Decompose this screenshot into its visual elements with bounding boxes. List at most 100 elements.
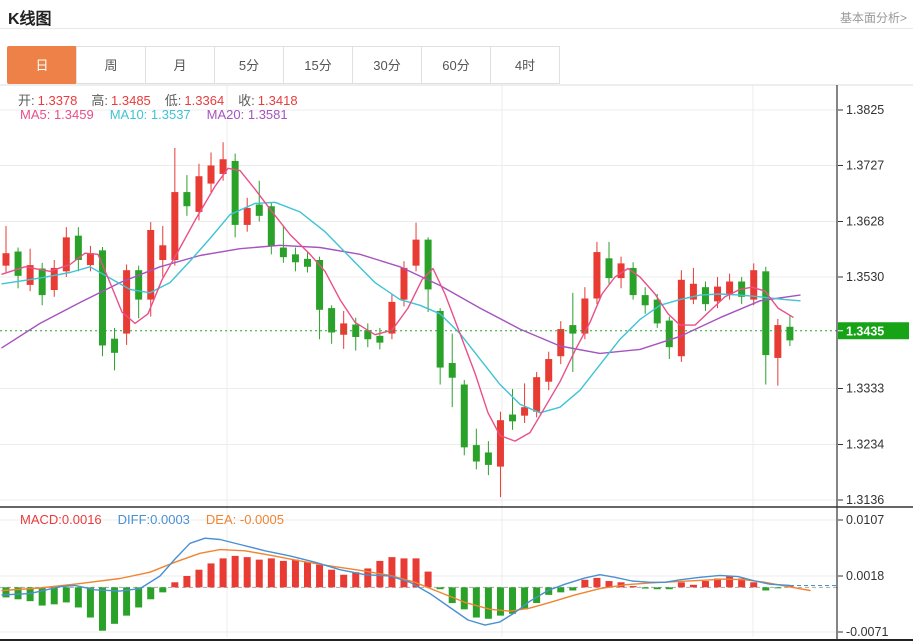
tab-month[interactable]: 月: [145, 46, 215, 84]
candle-body: [424, 239, 432, 290]
macd-bar: [533, 587, 541, 604]
ma10-line: [1, 201, 801, 414]
header-divider: [0, 28, 913, 29]
macd-bar: [255, 559, 263, 588]
tab-week[interactable]: 周: [76, 46, 146, 84]
candle-body: [484, 452, 492, 465]
candle-body: [219, 159, 227, 174]
macd-bar: [605, 581, 613, 588]
candle-body: [412, 239, 420, 266]
candle-body: [376, 335, 384, 343]
macd-bar: [436, 587, 444, 590]
macd-bar: [147, 587, 155, 600]
macd-bar: [412, 558, 420, 588]
macd-bar: [267, 558, 275, 588]
candle-body: [159, 245, 167, 260]
candle-body: [291, 254, 299, 263]
candle-body: [267, 206, 275, 246]
tab-60min[interactable]: 60分: [421, 46, 491, 84]
tab-5min[interactable]: 5分: [214, 46, 284, 84]
macd-bar: [74, 587, 82, 608]
candle-body: [533, 377, 541, 412]
macd-bar: [629, 586, 637, 588]
macd-bar: [665, 587, 673, 590]
tab-15min[interactable]: 15分: [283, 46, 353, 84]
macd-bar: [509, 587, 517, 614]
macd-bar: [726, 576, 734, 588]
candle-body: [581, 298, 589, 334]
price-axis-label: 1.3825: [846, 103, 884, 117]
ma-info-row: MA5: 1.3459 MA10: 1.3537 MA20: 1.3581: [20, 107, 304, 122]
candle-body: [123, 270, 131, 334]
candle-body: [509, 414, 517, 422]
price-axis-label: 1.3136: [846, 493, 884, 507]
candle-body: [496, 420, 504, 467]
price-axis-label: 1.3727: [846, 158, 884, 172]
macd-bar: [98, 587, 106, 631]
candle-body: [545, 359, 553, 382]
macd-bar: [279, 560, 287, 588]
candle-body: [207, 165, 215, 184]
candle-body: [135, 270, 143, 300]
macd-bar: [159, 587, 167, 593]
macd-bar: [171, 582, 179, 588]
candle-body: [593, 252, 601, 299]
macd-bar: [472, 587, 480, 618]
tab-day[interactable]: 日: [7, 46, 77, 84]
macd-bar: [207, 563, 215, 588]
macd-bar: [400, 558, 408, 588]
candle-body: [279, 247, 287, 258]
macd-bar: [50, 587, 58, 605]
candle-body: [617, 263, 625, 279]
ma5-line: [1, 167, 794, 442]
ohlc-info-row: 开: 1.3378 高: 1.3485 低: 1.3364 收: 1.3418: [18, 90, 312, 109]
macd-bar: [86, 587, 94, 618]
macd-bar: [738, 578, 746, 588]
candle-body: [26, 265, 34, 285]
ma-item: MA10: 1.3537: [109, 107, 191, 122]
candle-body: [38, 268, 46, 296]
tab-30min[interactable]: 30分: [352, 46, 422, 84]
macd-bar: [762, 587, 770, 591]
fundamental-analysis-link[interactable]: 基本面分析>: [839, 11, 907, 25]
current-price-tag: [838, 322, 909, 340]
ohlc-item: 开: 1.3378: [18, 93, 78, 108]
macd-bar: [14, 587, 22, 600]
candle-body: [521, 407, 529, 416]
price-axis-label: 1.3333: [846, 381, 884, 395]
macd-bar: [521, 587, 529, 610]
candle-body: [388, 301, 396, 334]
macd-bar: [424, 571, 432, 588]
macd-bar: [484, 587, 492, 619]
candle-body: [689, 283, 697, 300]
macd-info-row: MACD:0.0016 DIFF:0.0003 DEA: -0.0005: [20, 512, 300, 527]
candle-body: [74, 235, 82, 260]
macd-bar: [714, 578, 722, 588]
candle-body: [62, 237, 70, 272]
macd-bar: [352, 572, 360, 588]
ma-item: MA5: 1.3459: [20, 107, 94, 122]
candle-body: [677, 279, 685, 357]
candle-body: [364, 330, 372, 340]
macd-axis-label: -0.0071: [846, 625, 888, 639]
candle-body: [653, 299, 661, 324]
macd-bar: [641, 587, 649, 589]
ma-item: MA20: 1.3581: [206, 107, 288, 122]
candle-body: [569, 325, 577, 334]
candle-body: [255, 204, 263, 216]
macd-bar: [231, 555, 239, 588]
price-axis-label: 1.3530: [846, 270, 884, 284]
tab-4hour[interactable]: 4时: [490, 46, 560, 84]
page-title: K线图: [8, 11, 52, 28]
macd-bar: [195, 569, 203, 588]
macd-bar: [774, 587, 782, 589]
macd-bar: [689, 584, 697, 588]
macd-bar: [38, 587, 46, 606]
macd-bar: [219, 558, 227, 588]
ohlc-item: 高: 1.3485: [91, 93, 151, 108]
macd-item: DEA: -0.0005: [205, 512, 284, 527]
macd-bar: [557, 587, 565, 593]
macd-bar: [328, 569, 336, 588]
